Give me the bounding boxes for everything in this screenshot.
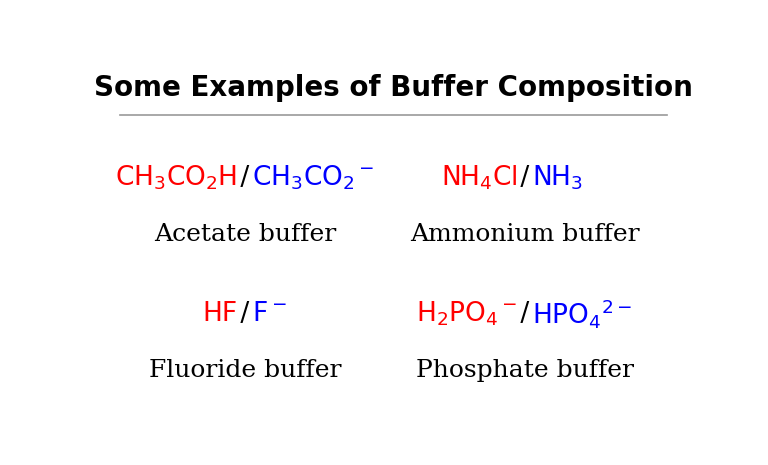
- Text: H$_2$PO$_4$$^-$: H$_2$PO$_4$$^-$: [416, 299, 518, 328]
- Text: /: /: [232, 300, 257, 326]
- Text: CH$_3$CO$_2$H: CH$_3$CO$_2$H: [115, 163, 237, 192]
- Text: Fluoride buffer: Fluoride buffer: [148, 359, 341, 382]
- Text: CH$_3$CO$_2$$^-$: CH$_3$CO$_2$$^-$: [252, 163, 374, 192]
- Text: Some Examples of Buffer Composition: Some Examples of Buffer Composition: [94, 74, 693, 102]
- Text: Acetate buffer: Acetate buffer: [154, 223, 336, 246]
- Text: HF: HF: [203, 300, 237, 326]
- Text: NH$_3$: NH$_3$: [531, 163, 583, 192]
- Text: NH$_4$Cl: NH$_4$Cl: [441, 163, 518, 192]
- Text: HPO$_4$$^{2-}$: HPO$_4$$^{2-}$: [531, 297, 632, 330]
- Text: Ammonium buffer: Ammonium buffer: [410, 223, 639, 246]
- Text: F$^-$: F$^-$: [252, 300, 286, 326]
- Text: /: /: [232, 165, 257, 191]
- Text: /: /: [511, 300, 538, 326]
- Text: /: /: [511, 165, 538, 191]
- Text: Phosphate buffer: Phosphate buffer: [415, 359, 634, 382]
